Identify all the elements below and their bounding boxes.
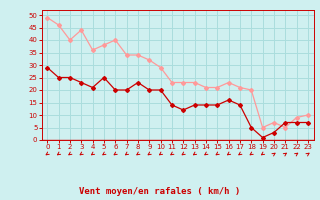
Text: Vent moyen/en rafales ( km/h ): Vent moyen/en rafales ( km/h ) [79, 187, 241, 196]
